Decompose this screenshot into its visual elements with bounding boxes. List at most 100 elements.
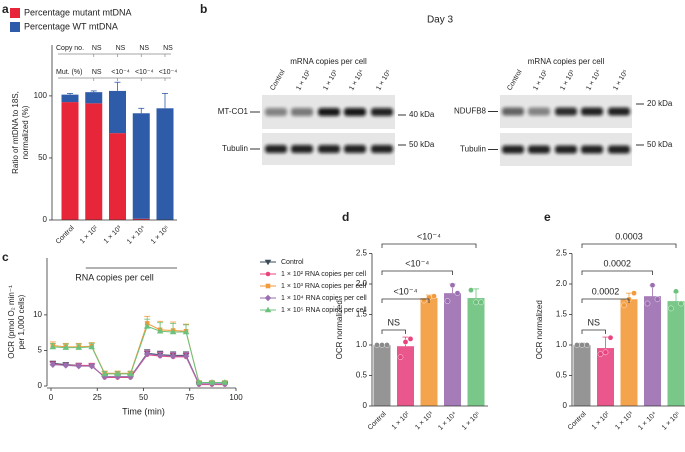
bar [667,301,685,406]
row-label: NDUFB8 [454,107,487,116]
legend-label: Percentage WT mtDNA [24,21,118,31]
significance-label: NS [387,317,400,327]
blot-band [502,145,524,154]
y-tick-label: 0.5 [356,371,368,380]
x-tick-label: 1 × 10² [391,410,412,431]
data-point [584,342,590,348]
marker [182,352,190,360]
legend-label: 1 × 10³ RNA copies per cell [281,283,366,290]
data-point [678,300,684,307]
significance-bracket [581,329,606,334]
x-tick-label: Control [55,224,76,245]
y-tick-label: 2.5 [556,249,568,258]
significance-bracket [381,329,406,334]
x-tick-label: 1 × 10⁵ [150,225,171,246]
data-point [654,296,661,303]
size-marker: 50 kDa [647,140,673,149]
data-point [649,282,656,289]
x-tick-label: 1 × 10² [591,410,612,431]
blot-band [344,145,366,153]
panel-letter: a [2,2,9,16]
panel-letter: d [342,210,349,224]
bar [420,298,438,406]
bar [467,298,485,406]
annotation-value: NS [116,45,126,52]
blot-band [555,145,577,154]
lane-label: 1 × 10² [295,69,312,92]
size-marker: 20 kDa [647,99,673,108]
data-point [631,290,637,296]
significance-bracket [581,298,630,303]
significance-label: <10⁻⁴ [405,258,429,268]
lane-label: 1 × 10³ [559,69,576,92]
data-point [574,342,580,348]
marker [195,379,203,385]
data-point [673,288,679,295]
marker [143,350,151,358]
panel-letter: c [2,250,9,264]
marker [182,328,190,335]
y-tick-label: 50 [38,153,47,162]
y-tick-label: 1.5 [556,310,568,319]
marker [62,362,70,369]
marker [221,379,229,385]
x-tick-label: 1 × 10³ [103,224,124,245]
marker [127,370,134,377]
y-tick-label: 0.5 [556,371,568,380]
blot-band [608,107,630,116]
bar [644,296,661,406]
size-marker: 40 kDa [409,110,435,119]
y-tick-label: 0 [43,215,48,224]
bar [597,348,614,406]
series-line [52,325,225,383]
marker [169,352,177,360]
lane-label: Control [269,68,287,91]
legend-swatch [10,8,20,18]
data-point [602,349,609,356]
significance-label: 0.0002 [603,258,631,268]
series-line [52,322,225,383]
x-tick-label: 100 [229,393,243,402]
blot-band [265,108,287,116]
lane-label: Control [506,68,524,91]
significance-label: <10⁻⁴ [417,231,441,241]
y-axis-label: OCR normalized [335,300,344,359]
annotation-value: NS [92,69,102,76]
y-tick-label: 2.5 [356,249,368,258]
y-axis-label: OCR (pmol O₂ min⁻¹ [7,285,16,359]
blot-header: mRNA copies per cell [290,57,367,66]
blot-band [318,108,340,116]
significance-label: <10⁻⁴ [394,286,418,296]
bar [397,346,414,406]
lane-label: 1 × 10⁴ [348,69,365,92]
data-point [668,305,674,312]
x-tick-label: 75 [185,393,194,402]
bar-segment [109,133,126,220]
annotation-value: NS [92,45,102,52]
legend-label: 1 × 10⁴ RNA copies per cell [281,295,367,302]
marker [75,362,83,370]
x-tick-label: 25 [93,393,102,402]
y-axis-label: OCR normalized [535,300,544,359]
size-marker: 50 kDa [409,140,435,149]
data-point [407,336,414,342]
y-tick-label: 1.0 [556,340,568,349]
data-point [374,342,380,348]
blot-band [502,107,524,116]
blot-band [318,145,340,153]
marker [156,327,164,334]
y-tick-label: 2.0 [556,279,568,288]
significance-bracket [581,270,653,275]
bar-segment [109,90,126,134]
blot-header: mRNA copies per cell [528,57,605,66]
marker [88,343,95,350]
marker [101,370,108,377]
row-label: MT-CO1 [218,107,249,116]
significance-bracket [381,270,453,275]
data-point [449,282,456,289]
annotation-value: <10⁻⁴ [159,69,178,76]
blot-band [371,108,393,116]
y-tick-label: 0 [38,381,43,390]
x-tick-label: 1 × 10³ [614,410,635,431]
